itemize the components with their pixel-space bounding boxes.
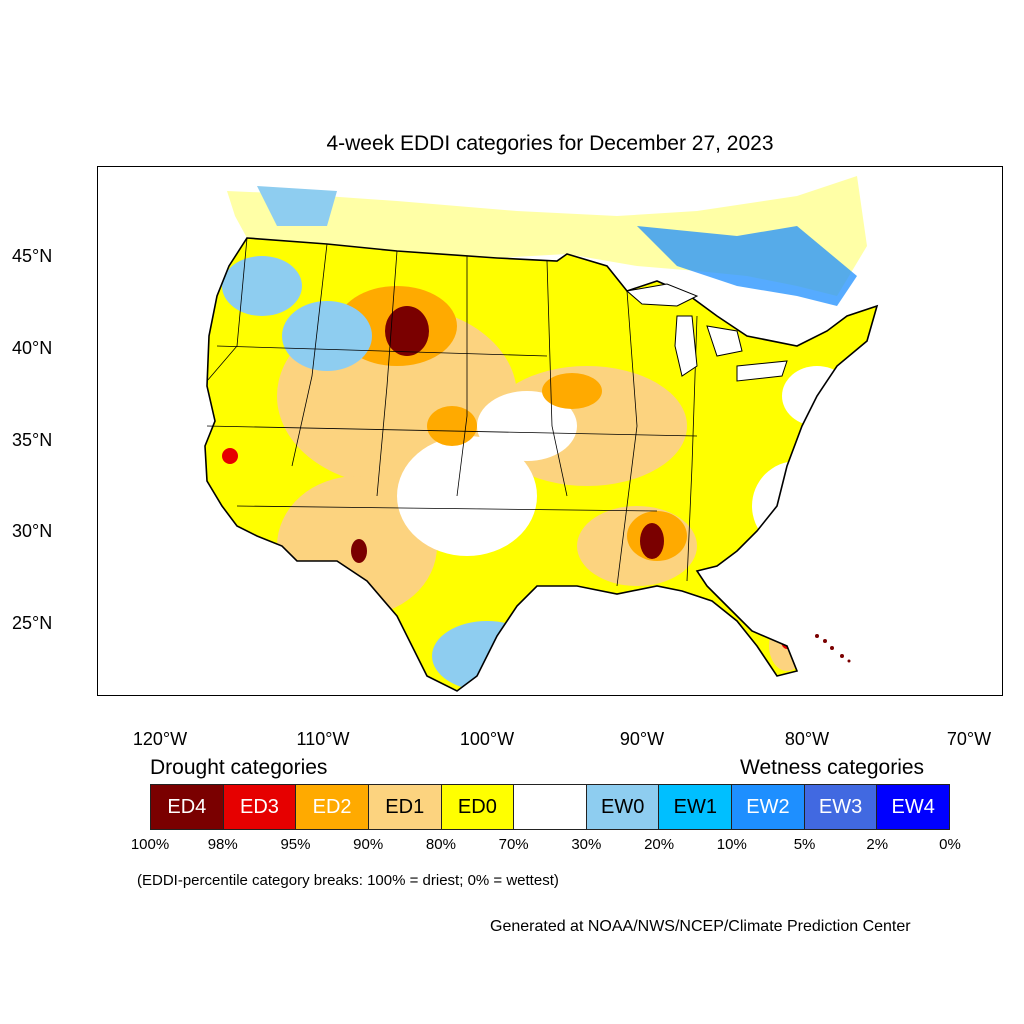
percent-break-label: 98% <box>207 836 238 853</box>
eddi-map <box>97 166 1003 696</box>
lon-label-110w: 110°W <box>296 729 350 749</box>
legend-box-neutral <box>514 785 587 829</box>
percent-break-label: 95% <box>280 836 311 853</box>
lon-label-80w: 80°W <box>784 729 830 749</box>
percent-break-label: 100% <box>130 836 170 853</box>
percent-break-label: 10% <box>716 836 747 853</box>
percent-break-label: 80% <box>425 836 456 853</box>
lon-label-70w: 70°W <box>946 729 992 749</box>
legend-box-ew1: EW1 <box>659 785 733 829</box>
percent-break-label: 2% <box>866 836 889 853</box>
lat-label-30: 30°N <box>12 521 53 541</box>
legend-box-ew4: EW4 <box>877 785 950 829</box>
legend-box-ed3: ED3 <box>223 785 297 829</box>
category-legend: ED4 ED3 ED2 ED1 ED0 EW0 EW1 EW2 EW3 EW4 <box>150 784 950 830</box>
lat-label-25: 25°N <box>12 613 53 633</box>
legend-box-ew2: EW2 <box>732 785 805 829</box>
percent-break-label: 0% <box>939 836 961 853</box>
legend-box-ed4: ED4 <box>151 785 224 829</box>
lon-label-120w: 120°W <box>132 729 188 749</box>
drought-categories-label: Drought categories <box>150 756 328 779</box>
lat-label-40: 40°N <box>12 338 53 358</box>
category-breaks-note: (EDDI-percentile category breaks: 100% =… <box>137 872 559 889</box>
lon-label-100w: 100°W <box>459 729 515 749</box>
percent-break-label: 70% <box>498 836 529 853</box>
percent-break-label: 5% <box>793 836 816 853</box>
lat-label-45: 45°N <box>12 246 53 266</box>
legend-box-ed1: ED1 <box>368 785 442 829</box>
lon-label-90w: 90°W <box>619 729 665 749</box>
percent-break-label: 90% <box>353 836 384 853</box>
legend-box-ed2: ED2 <box>296 785 369 829</box>
percent-break-label: 30% <box>571 836 602 853</box>
legend-box-ew0: EW0 <box>586 785 660 829</box>
map-title: 4-week EDDI categories for December 27, … <box>326 132 774 155</box>
legend-box-ew3: EW3 <box>804 785 878 829</box>
percent-break-label: 20% <box>644 836 675 853</box>
credit-line: Generated at NOAA/NWS/NCEP/Climate Predi… <box>490 918 911 935</box>
lat-label-35: 35°N <box>12 430 53 450</box>
wetness-categories-label: Wetness categories <box>740 756 925 779</box>
legend-box-ed0: ED0 <box>441 785 515 829</box>
